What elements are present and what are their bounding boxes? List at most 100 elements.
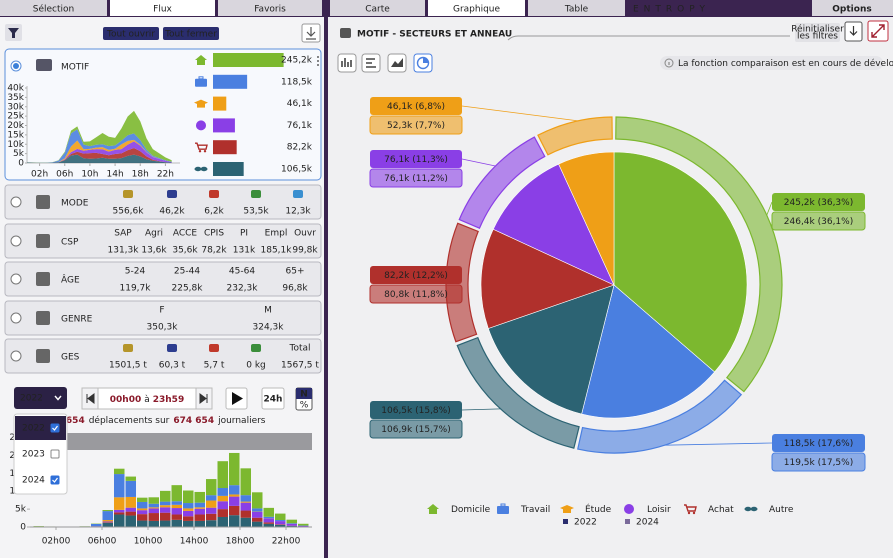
legend-label[interactable]: Étude <box>585 503 612 515</box>
pie-slice[interactable] <box>613 151 748 373</box>
tab-label[interactable]: Carte <box>365 5 390 15</box>
column-header: Agri <box>145 229 163 239</box>
bar[interactable] <box>213 96 227 111</box>
legend-label[interactable]: Travail <box>520 505 550 515</box>
dropdown-item-label[interactable]: 2024 <box>22 476 45 486</box>
tab-label[interactable]: Flux <box>153 5 172 15</box>
legend-label[interactable]: Autre <box>769 505 794 515</box>
area <box>27 154 172 163</box>
tab[interactable] <box>0 0 107 16</box>
checkbox[interactable] <box>50 423 60 433</box>
pie-slice[interactable] <box>492 163 615 286</box>
icon-part <box>195 55 207 60</box>
pie-slice[interactable] <box>558 151 615 286</box>
icon-part <box>195 78 207 87</box>
value-label: 76,1k (11,2%) <box>384 174 448 184</box>
filter-card[interactable] <box>4 223 322 259</box>
label-connector <box>664 442 773 446</box>
bar[interactable] <box>213 118 235 133</box>
reset-button[interactable] <box>795 23 840 42</box>
label-connector <box>461 408 501 411</box>
duration-label: 24h <box>264 395 283 405</box>
bar[interactable] <box>213 74 248 89</box>
radio[interactable] <box>10 235 22 247</box>
histogram-segment <box>240 517 251 527</box>
histogram-segment <box>194 520 205 527</box>
toolbar-button[interactable] <box>103 27 159 40</box>
ring-segment[interactable] <box>537 116 613 156</box>
tab-label[interactable]: Favoris <box>254 5 286 15</box>
histogram-segment <box>183 516 194 521</box>
histogram-segment <box>275 520 286 522</box>
filter-card[interactable] <box>4 338 322 374</box>
checkbox[interactable] <box>50 475 60 485</box>
reset-label[interactable]: Réinitialiser <box>791 24 844 35</box>
histogram-segment <box>114 514 125 527</box>
histogram-segment <box>137 520 148 527</box>
legend-label[interactable]: Achat <box>708 505 734 515</box>
area <box>27 148 172 163</box>
tab-label[interactable]: Sélection <box>33 4 74 15</box>
legend-swatch <box>563 519 568 524</box>
bar[interactable] <box>213 53 284 67</box>
radio[interactable] <box>10 350 22 362</box>
year-select[interactable] <box>14 387 67 409</box>
ring-segment[interactable] <box>615 116 783 393</box>
tab[interactable] <box>330 0 425 16</box>
pie-slice[interactable] <box>581 284 716 419</box>
histogram-segment <box>229 505 240 516</box>
tab-label[interactable]: Table <box>564 5 589 15</box>
toolbar-button[interactable] <box>163 27 219 40</box>
tab[interactable] <box>218 0 322 16</box>
tab-label[interactable]: Graphique <box>453 5 501 15</box>
chart-type-button[interactable] <box>337 53 357 73</box>
filter-card[interactable] <box>4 300 322 336</box>
bar[interactable] <box>213 140 237 155</box>
radio[interactable] <box>10 273 22 285</box>
legend-label[interactable]: Loisir <box>647 505 671 515</box>
checkbox[interactable] <box>50 449 60 459</box>
filter-card[interactable] <box>4 184 322 220</box>
reset-label[interactable]: les filtres <box>797 32 838 42</box>
radio[interactable] <box>10 196 22 208</box>
options-label[interactable]: Options <box>832 5 871 15</box>
radio[interactable] <box>10 312 22 324</box>
pie-slice[interactable] <box>487 284 615 415</box>
summary-total: 674 654 <box>173 416 214 426</box>
legend-label[interactable]: 2022 <box>574 518 597 528</box>
pie-slice[interactable] <box>480 228 615 329</box>
bar[interactable] <box>213 162 244 176</box>
histogram-segment <box>286 525 297 527</box>
value-box <box>370 150 462 168</box>
ring-segment[interactable] <box>458 136 546 229</box>
title-line <box>507 35 790 41</box>
mode-icon <box>123 344 133 352</box>
legend-label[interactable]: 2024 <box>636 518 659 528</box>
tab[interactable] <box>528 0 625 16</box>
ring-segment[interactable] <box>456 336 580 449</box>
column-value: 99,8k <box>292 246 318 256</box>
x-tick-label: 14h <box>107 170 124 180</box>
mode-icon <box>167 344 177 352</box>
dropdown-item-label[interactable]: 2022 <box>22 424 45 434</box>
dropdown-item-label[interactable]: 2023 <box>22 450 45 460</box>
toolbar-button-label[interactable]: Tout ouvrir <box>106 30 155 40</box>
histogram-segment <box>137 501 148 509</box>
duration-button[interactable] <box>261 387 285 410</box>
filter-card[interactable] <box>4 261 322 297</box>
toolbar-button-label[interactable]: Tout fermer <box>164 30 217 40</box>
chevron <box>54 395 62 401</box>
ring-segment[interactable] <box>577 379 743 454</box>
histogram-segment <box>171 514 182 520</box>
legend-label[interactable]: Domicile <box>451 505 491 515</box>
ring-segment[interactable] <box>445 222 479 343</box>
x-tick-label: 10h <box>81 170 98 180</box>
histogram-segment <box>137 497 148 502</box>
tab[interactable] <box>428 0 525 16</box>
tab[interactable] <box>110 0 215 16</box>
histogram-segment <box>206 507 217 514</box>
options-tab[interactable] <box>812 0 893 16</box>
histogram-segment <box>263 507 274 517</box>
